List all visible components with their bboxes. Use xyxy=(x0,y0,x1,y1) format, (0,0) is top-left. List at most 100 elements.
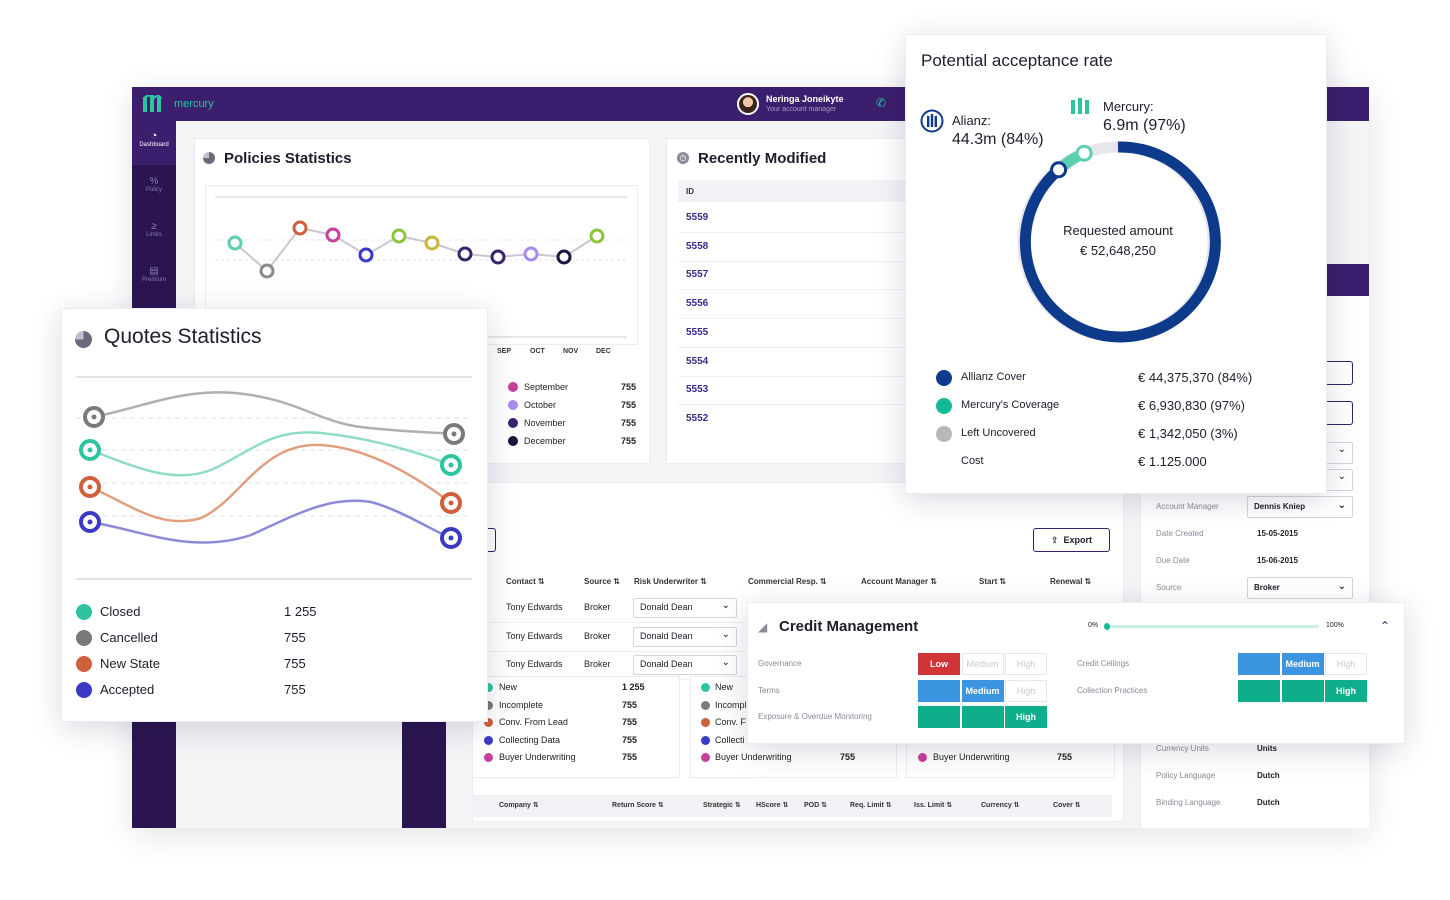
sidebar-item-limits[interactable]: ≥ Limits xyxy=(132,213,176,257)
recent-id-link[interactable]: 5557 xyxy=(686,269,709,281)
recent-id-link[interactable]: 5555 xyxy=(686,326,709,338)
bottom-col-header[interactable]: Iss. Limit ⇅ xyxy=(914,802,953,809)
credit-level-cell[interactable]: High xyxy=(1005,679,1047,702)
table-col-header[interactable]: Renewal ⇅ xyxy=(1050,577,1092,586)
legend-value: 755 xyxy=(621,418,637,428)
table-col-header[interactable]: Start ⇅ xyxy=(979,577,1007,586)
bottom-col-header[interactable]: Cover ⇅ xyxy=(1053,802,1081,809)
credit-level-cell[interactable]: High xyxy=(1325,653,1367,675)
recent-id-link[interactable]: 5556 xyxy=(686,298,709,310)
legend-dot xyxy=(76,630,92,646)
phone-icon[interactable]: ✆ xyxy=(876,96,887,110)
policies-point xyxy=(490,249,506,265)
recent-id-link[interactable]: 5558 xyxy=(686,240,709,252)
export-button[interactable]: ⇪ Export xyxy=(1033,528,1110,552)
row-divider xyxy=(480,622,745,623)
status-value: 1 255 xyxy=(622,682,645,692)
table-cell-source: Broker xyxy=(584,659,611,669)
quotes-legend-value: 755 xyxy=(284,682,306,697)
bottom-col-header[interactable]: Strategic ⇅ xyxy=(703,802,741,809)
sidebar-item-premium[interactable]: ▤ Premium xyxy=(132,258,176,302)
policies-point xyxy=(259,263,275,279)
bottom-col-header[interactable]: Currency ⇅ xyxy=(981,802,1020,809)
table-col-header[interactable]: Risk Underwriter ⇅ xyxy=(634,577,707,586)
table-col-header[interactable]: Commercial Resp. ⇅ xyxy=(748,577,827,586)
buyer-label-c: Buyer Underwriting xyxy=(933,752,1010,762)
status-label: New xyxy=(499,682,518,692)
percent-icon: % xyxy=(149,176,159,187)
sidebar-item-policy[interactable]: % Policy xyxy=(132,168,176,212)
credit-level-cell[interactable] xyxy=(918,706,960,729)
credit-level-cell[interactable] xyxy=(961,706,1004,729)
acceptance-row-value: € 6,930,830 (97%) xyxy=(1138,398,1245,413)
mercury-value: 6.9m (97%) xyxy=(1103,117,1186,134)
detail-label: Account Manager xyxy=(1156,502,1219,511)
table-col-header[interactable]: Contact ⇅ xyxy=(506,577,545,586)
row-divider xyxy=(678,404,918,406)
table-col-header[interactable]: Source ⇅ xyxy=(584,577,621,586)
credit-level-cell[interactable]: Medium xyxy=(961,679,1004,702)
status-label: Conv. F xyxy=(715,717,746,727)
accepted-series xyxy=(89,499,452,544)
table-cell-contact: Tony Edwards xyxy=(506,630,563,641)
bottom-col-header[interactable]: HScore ⇅ xyxy=(756,802,789,809)
allianz-label: Alianz: xyxy=(952,113,992,128)
allianz-value: 44.3m (84%) xyxy=(952,131,1044,148)
legend-dot xyxy=(936,370,952,386)
credit-level-cell[interactable]: High xyxy=(1325,679,1367,702)
recent-id-link[interactable]: 5553 xyxy=(686,384,709,396)
bottom-col-header[interactable]: Req. Limit ⇅ xyxy=(850,802,892,809)
credit-level-cell[interactable]: Medium xyxy=(961,653,1004,675)
credit-level-cell[interactable]: Low xyxy=(918,653,960,675)
detail-value: Dutch xyxy=(1257,798,1280,807)
bottom-col-header[interactable]: Return Score ⇅ xyxy=(612,802,664,809)
avatar[interactable] xyxy=(737,93,759,115)
policies-point xyxy=(358,247,374,263)
legend-dot xyxy=(936,398,952,414)
credit-row-label: Terms xyxy=(758,685,780,695)
bottom-col-header[interactable]: Company ⇅ xyxy=(499,802,539,809)
status-value: 755 xyxy=(622,699,638,710)
bottom-col-header[interactable]: POD ⇅ xyxy=(804,802,827,809)
underwriter-select[interactable]: Donald Dean xyxy=(633,655,737,675)
table-cell-contact: Tony Edwards xyxy=(506,602,563,612)
sidebar-item-dashboard[interactable]: ◔ Dashboard xyxy=(132,121,176,165)
recent-id-link[interactable]: 5552 xyxy=(686,412,709,424)
detail-select[interactable]: Dennis Kniep xyxy=(1247,496,1353,518)
credit-level-cell[interactable] xyxy=(1238,653,1280,675)
closed-series xyxy=(89,431,452,477)
chevron-up-icon[interactable]: ⌃ xyxy=(1380,619,1391,633)
recent-id-link[interactable]: 5559 xyxy=(686,212,709,223)
credit-progress-fill xyxy=(1104,623,1111,630)
underwriter-select[interactable]: Donald Dean xyxy=(633,598,737,618)
credit-level-cell[interactable]: High xyxy=(1005,653,1047,675)
legend-dot xyxy=(76,656,92,672)
recent-col-id[interactable]: ID xyxy=(686,187,694,196)
acceptance-row-label: Cost xyxy=(961,455,984,467)
quotes-legend-label: Accepted xyxy=(100,682,155,697)
underwriter-select[interactable]: Donald Dean xyxy=(633,626,737,647)
details-input-2[interactable] xyxy=(1320,401,1353,425)
recent-id-link[interactable]: 5554 xyxy=(686,355,709,367)
dashboard-icon: ◔ xyxy=(150,130,158,142)
credit-level-cell[interactable] xyxy=(1238,679,1280,702)
policies-title: Policies Statistics xyxy=(224,150,352,167)
table-col-header[interactable]: Account Manager ⇅ xyxy=(861,577,938,586)
credit-row-label: Collection Practices xyxy=(1077,685,1148,695)
details-input-1[interactable] xyxy=(1320,361,1353,385)
credit-level-cell[interactable]: High xyxy=(1005,706,1047,729)
policies-point xyxy=(424,235,440,251)
policies-point xyxy=(556,249,572,265)
detail-label: Currency Units xyxy=(1156,744,1209,753)
legend-label: October xyxy=(524,400,557,410)
status-label: Buyer Underwriting xyxy=(499,752,576,762)
credit-level-cell[interactable] xyxy=(1281,679,1324,702)
detail-value: 15-05-2015 xyxy=(1257,529,1298,538)
credit-level-cell[interactable]: Medium xyxy=(1281,653,1324,675)
detail-select[interactable]: Broker xyxy=(1247,577,1353,599)
buyer-value-c: 755 xyxy=(1057,752,1073,762)
donut-center-value: € 52,648,250 xyxy=(1080,243,1156,258)
status-value: 755 xyxy=(622,717,638,727)
credit-level-cell[interactable] xyxy=(918,679,960,702)
table-left-button[interactable] xyxy=(482,528,496,552)
